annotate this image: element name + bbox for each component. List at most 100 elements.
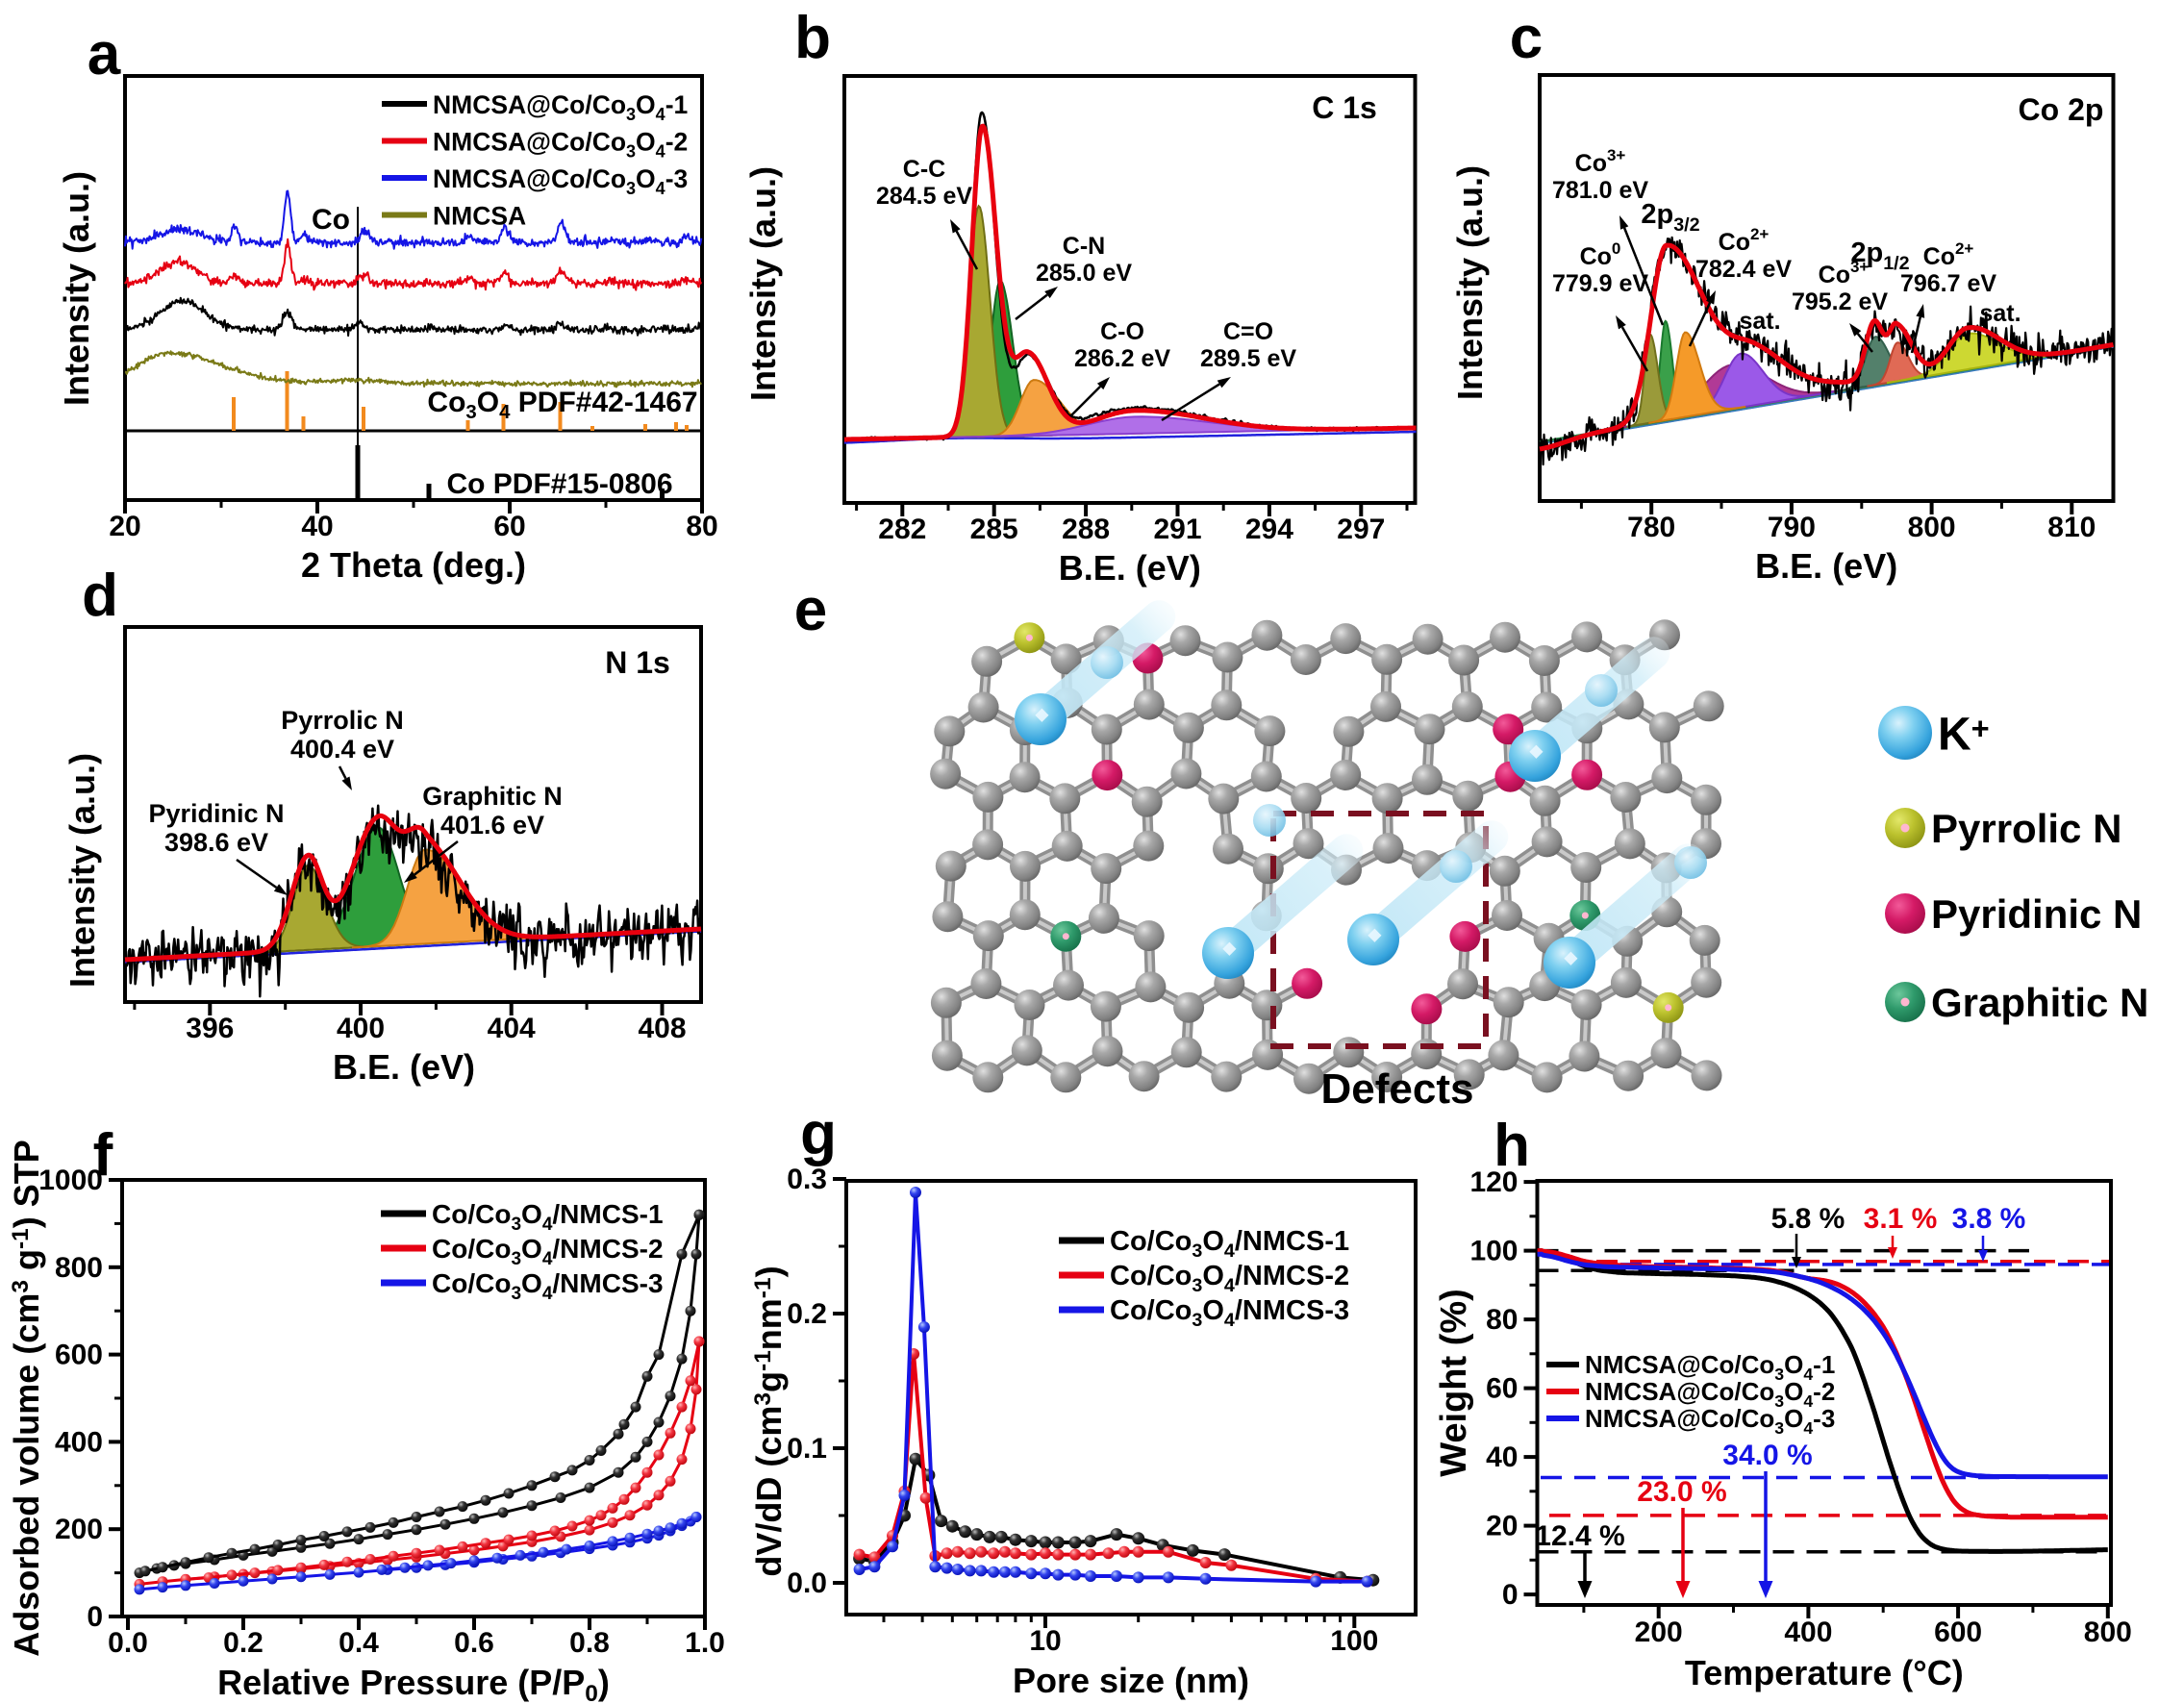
svg-text:Defects: Defects	[1321, 1065, 1474, 1113]
svg-text:c: c	[1510, 5, 1543, 71]
svg-text:0.2: 0.2	[787, 1298, 827, 1330]
svg-text:780: 780	[1627, 512, 1675, 543]
svg-text:NMCSA: NMCSA	[433, 202, 526, 231]
svg-text:h: h	[1494, 1113, 1530, 1179]
svg-text:0.8: 0.8	[569, 1627, 610, 1659]
svg-text:Pyridinic N: Pyridinic N	[148, 799, 284, 828]
svg-text:800: 800	[2084, 1616, 2132, 1648]
svg-text:288: 288	[1062, 514, 1110, 545]
svg-text:401.6 eV: 401.6 eV	[440, 811, 544, 839]
svg-text:779.9 eV: 779.9 eV	[1552, 270, 1648, 297]
svg-text:d: d	[82, 563, 118, 629]
svg-text:NMCSA@Co/Co3​O4​-3: NMCSA@Co/Co3​O4​-3	[433, 164, 688, 198]
svg-text:Pore size (nm): Pore size (nm)	[1013, 1661, 1249, 1700]
svg-text:B.E. (eV): B.E. (eV)	[1059, 548, 1201, 588]
svg-text:Co3​O4​ PDF#42-1467: Co3​O4​ PDF#42-1467	[427, 387, 697, 423]
svg-text:12.4 %: 12.4 %	[1535, 1520, 1624, 1552]
svg-text:790: 790	[1768, 512, 1816, 543]
svg-text:404: 404	[488, 1013, 536, 1044]
svg-text:Co0​: Co0​	[1580, 239, 1621, 270]
svg-text:1.0: 1.0	[685, 1627, 725, 1659]
svg-text:291: 291	[1153, 514, 1201, 545]
svg-text:NMCSA@Co/Co3​O4​-3: NMCSA@Co/Co3​O4​-3	[1585, 1404, 1835, 1438]
svg-text:398.6 eV: 398.6 eV	[164, 828, 268, 857]
svg-text:NMCSA@Co/Co3​O4​-2: NMCSA@Co/Co3​O4​-2	[1585, 1377, 1835, 1411]
svg-text:a: a	[88, 21, 121, 88]
svg-text:NMCSA@Co/Co3​O4​-1: NMCSA@Co/Co3​O4​-1	[433, 90, 688, 124]
svg-text:Intensity (a.u.): Intensity (a.u.)	[57, 171, 96, 406]
svg-text:400: 400	[55, 1426, 103, 1458]
svg-text:0.6: 0.6	[454, 1627, 494, 1659]
svg-text:100: 100	[1330, 1625, 1378, 1657]
svg-text:400: 400	[337, 1013, 385, 1044]
svg-text:3.1 %: 3.1 %	[1864, 1203, 1938, 1235]
svg-text:60: 60	[493, 511, 525, 542]
svg-text:C-C: C-C	[903, 156, 945, 183]
svg-text:40: 40	[301, 511, 333, 542]
svg-text:Temperature (°C): Temperature (°C)	[1685, 1653, 1964, 1692]
svg-text:Co/Co3​O4​/NMCS-1: Co/Co3​O4​/NMCS-1	[1110, 1226, 1349, 1262]
svg-text:5.8 %: 5.8 %	[1771, 1203, 1845, 1235]
svg-text:NMCSA@Co/Co3​O4​-1: NMCSA@Co/Co3​O4​-1	[1585, 1350, 1835, 1384]
svg-text:Pyrrolic N: Pyrrolic N	[281, 706, 404, 735]
svg-text:200: 200	[55, 1514, 103, 1545]
svg-text:Co/Co3​O4​/NMCS-3: Co/Co3​O4​/NMCS-3	[432, 1268, 664, 1304]
svg-text:Graphitic N: Graphitic N	[422, 782, 563, 811]
svg-text:0: 0	[87, 1601, 103, 1633]
svg-text:Co PDF#15-0806: Co PDF#15-0806	[446, 468, 672, 500]
svg-text:Intensity (a.u.): Intensity (a.u.)	[63, 753, 102, 988]
svg-text:0.0: 0.0	[787, 1567, 827, 1599]
svg-text:600: 600	[1934, 1616, 1982, 1648]
svg-text:282: 282	[878, 514, 926, 545]
svg-text:1000: 1000	[38, 1165, 103, 1196]
svg-text:Co/Co3​O4​/NMCS-2: Co/Co3​O4​/NMCS-2	[432, 1234, 664, 1269]
svg-text:408: 408	[638, 1013, 686, 1044]
svg-text:C-O: C-O	[1100, 318, 1144, 345]
svg-text:f: f	[93, 1122, 113, 1189]
svg-text:Intensity (a.u.): Intensity (a.u.)	[743, 166, 783, 401]
svg-text:23.0 %: 23.0 %	[1637, 1476, 1726, 1508]
svg-text:40: 40	[1486, 1441, 1518, 1473]
svg-text:Co/Co3​O4​/NMCS-2: Co/Co3​O4​/NMCS-2	[1110, 1261, 1349, 1296]
svg-text:K+​: K+​	[1938, 709, 1990, 760]
svg-text:C 1s: C 1s	[1312, 90, 1377, 125]
svg-text:20: 20	[109, 511, 140, 542]
svg-text:Pyridinic N: Pyridinic N	[1931, 891, 2142, 937]
svg-text:200: 200	[1635, 1616, 1683, 1648]
svg-text:Co: Co	[312, 204, 350, 236]
svg-text:120: 120	[1469, 1166, 1518, 1198]
svg-text:0.1: 0.1	[787, 1433, 827, 1465]
svg-text:400.4 eV: 400.4 eV	[290, 735, 394, 764]
svg-text:b: b	[794, 5, 831, 71]
svg-text:2 Theta (deg.): 2 Theta (deg.)	[301, 545, 526, 585]
svg-text:3.8 %: 3.8 %	[1952, 1203, 2026, 1235]
svg-text:Co/Co3​O4​/NMCS-3: Co/Co3​O4​/NMCS-3	[1110, 1295, 1349, 1331]
svg-text:B.E. (eV): B.E. (eV)	[1755, 546, 1897, 586]
svg-text:Intensity (a.u.): Intensity (a.u.)	[1450, 165, 1490, 400]
svg-text:sat.: sat.	[1739, 308, 1780, 335]
svg-text:0: 0	[1502, 1579, 1519, 1611]
svg-text:294: 294	[1245, 514, 1293, 545]
svg-text:284.5 eV: 284.5 eV	[876, 183, 972, 210]
svg-text:dV/dD (cm3​g-1​nm-1​): dV/dD (cm3​g-1​nm-1​)	[749, 1265, 789, 1576]
svg-text:781.0 eV: 781.0 eV	[1552, 177, 1648, 204]
svg-text:80: 80	[686, 511, 717, 542]
svg-text:C=O: C=O	[1223, 318, 1273, 345]
svg-text:796.7 eV: 796.7 eV	[1900, 270, 1996, 297]
svg-text:20: 20	[1486, 1511, 1518, 1542]
svg-text:400: 400	[1784, 1616, 1832, 1648]
svg-text:Co3+​: Co3+​	[1575, 146, 1626, 177]
svg-text:60: 60	[1486, 1373, 1518, 1405]
svg-text:396: 396	[186, 1013, 234, 1044]
svg-text:Co/Co3​O4​/NMCS-1: Co/Co3​O4​/NMCS-1	[432, 1199, 664, 1235]
svg-text:Relative Pressure (P/P0​): Relative Pressure (P/P0​)	[217, 1663, 610, 1704]
svg-text:795.2 eV: 795.2 eV	[1792, 288, 1888, 315]
svg-text:286.2 eV: 286.2 eV	[1074, 345, 1170, 372]
svg-text:Graphitic N: Graphitic N	[1931, 980, 2148, 1025]
svg-text:e: e	[794, 577, 827, 643]
svg-text:Co2+​: Co2+​	[1719, 225, 1770, 256]
svg-text:0.3: 0.3	[787, 1164, 827, 1195]
svg-text:B.E. (eV): B.E. (eV)	[333, 1047, 475, 1087]
svg-text:782.4 eV: 782.4 eV	[1695, 256, 1792, 283]
svg-text:285: 285	[970, 514, 1018, 545]
